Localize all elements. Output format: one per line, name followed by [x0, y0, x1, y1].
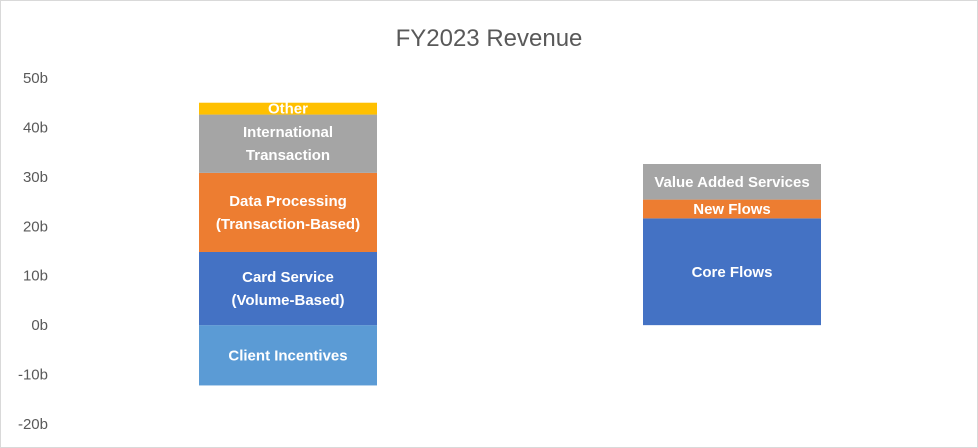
- bar-segment-label: Other: [268, 101, 308, 118]
- y-axis: 50b 40b 30b 20b 10b 0b -10b -20b: [18, 70, 48, 433]
- bar-segment: [199, 102, 377, 115]
- chart-title: FY2023 Revenue: [396, 25, 583, 52]
- y-tick-label: 10b: [23, 268, 48, 285]
- y-tick-label: -20b: [18, 416, 48, 433]
- bar-segment-label: Transaction: [246, 147, 330, 164]
- bar-segment: [643, 218, 821, 326]
- bar-segment-label: International: [243, 124, 333, 141]
- bar-segment-label: Core Flows: [692, 264, 773, 281]
- bar-segment: [643, 164, 821, 200]
- bar-segment-label: Data Processing: [229, 193, 347, 210]
- bars-group: Client Incentives Card Service (Volume-Bas…: [199, 101, 821, 386]
- bar-segment: [199, 172, 377, 252]
- bar-segment: [199, 325, 377, 386]
- bar-segment-label: (Transaction-Based): [216, 216, 360, 233]
- y-tick-label: 0b: [31, 317, 48, 334]
- bar-segment-label: Value Added Services: [654, 174, 809, 191]
- bar-segment-label: (Volume-Based): [231, 292, 344, 309]
- bar-segment: [199, 114, 377, 173]
- y-tick-label: 40b: [23, 119, 48, 136]
- y-tick-label: 50b: [23, 70, 48, 87]
- y-tick-label: 30b: [23, 169, 48, 186]
- bar-segment-label: Card Service: [242, 269, 334, 286]
- bar-segment-label: New Flows: [693, 201, 771, 218]
- y-tick-label: 20b: [23, 218, 48, 235]
- bar-segment: [643, 199, 821, 219]
- y-tick-label: -10b: [18, 367, 48, 384]
- bar-segment: [199, 251, 377, 326]
- bar-segment-label: Client Incentives: [228, 347, 347, 364]
